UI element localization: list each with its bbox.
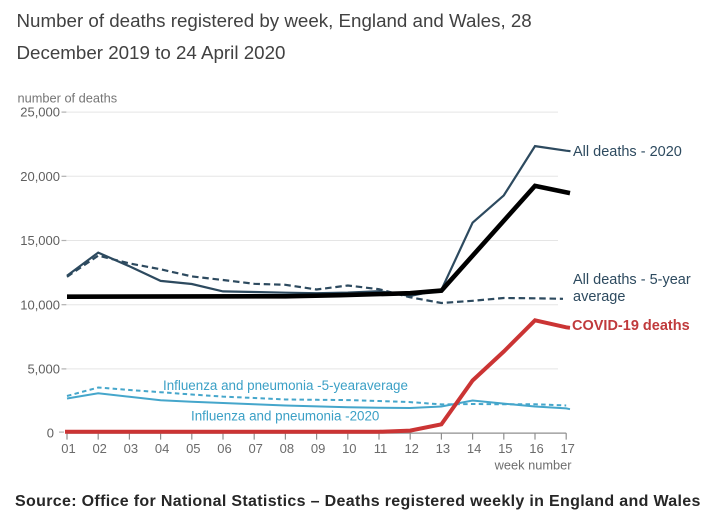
svg-text:average: average [573,289,625,305]
svg-text:02: 02 [92,441,106,456]
svg-text:December 2019 to 24 April 2020: December 2019 to 24 April 2020 [17,42,286,63]
svg-text:12: 12 [404,441,418,456]
svg-text:14: 14 [467,441,481,456]
svg-text:number of deaths: number of deaths [18,91,118,106]
svg-text:07: 07 [248,441,262,456]
svg-text:16: 16 [529,441,543,456]
svg-text:25,000: 25,000 [20,105,60,120]
svg-text:10: 10 [342,441,356,456]
svg-text:Influenza and pneumonia -5-yea: Influenza and pneumonia -5-yearaverage [163,378,408,393]
svg-text:Source: Office for National St: Source: Office for National Statistics –… [15,493,701,510]
svg-text:06: 06 [217,441,231,456]
svg-text:10,000: 10,000 [20,297,60,312]
svg-text:week number: week number [494,458,573,473]
svg-text:All deaths - 5-year: All deaths - 5-year [573,272,691,288]
svg-text:20,000: 20,000 [20,169,60,184]
svg-text:13: 13 [436,441,450,456]
svg-text:04: 04 [155,441,169,456]
svg-text:0: 0 [47,426,54,441]
svg-text:11: 11 [374,441,388,456]
svg-text:05: 05 [186,441,200,456]
svg-text:5,000: 5,000 [27,362,60,377]
svg-text:15: 15 [498,441,512,456]
svg-text:09: 09 [311,441,325,456]
svg-text:All deaths - 2020: All deaths - 2020 [573,144,682,160]
svg-text:17: 17 [560,441,574,456]
svg-text:08: 08 [280,441,294,456]
svg-text:01: 01 [61,441,75,456]
svg-text:COVID-19 deaths: COVID-19 deaths [572,318,690,334]
svg-text:Influenza and pneumonia -2020: Influenza and pneumonia -2020 [191,408,379,423]
svg-text:03: 03 [124,441,138,456]
svg-text:Number of deaths registered by: Number of deaths registered by week, Eng… [17,10,532,31]
svg-text:15,000: 15,000 [20,233,60,248]
